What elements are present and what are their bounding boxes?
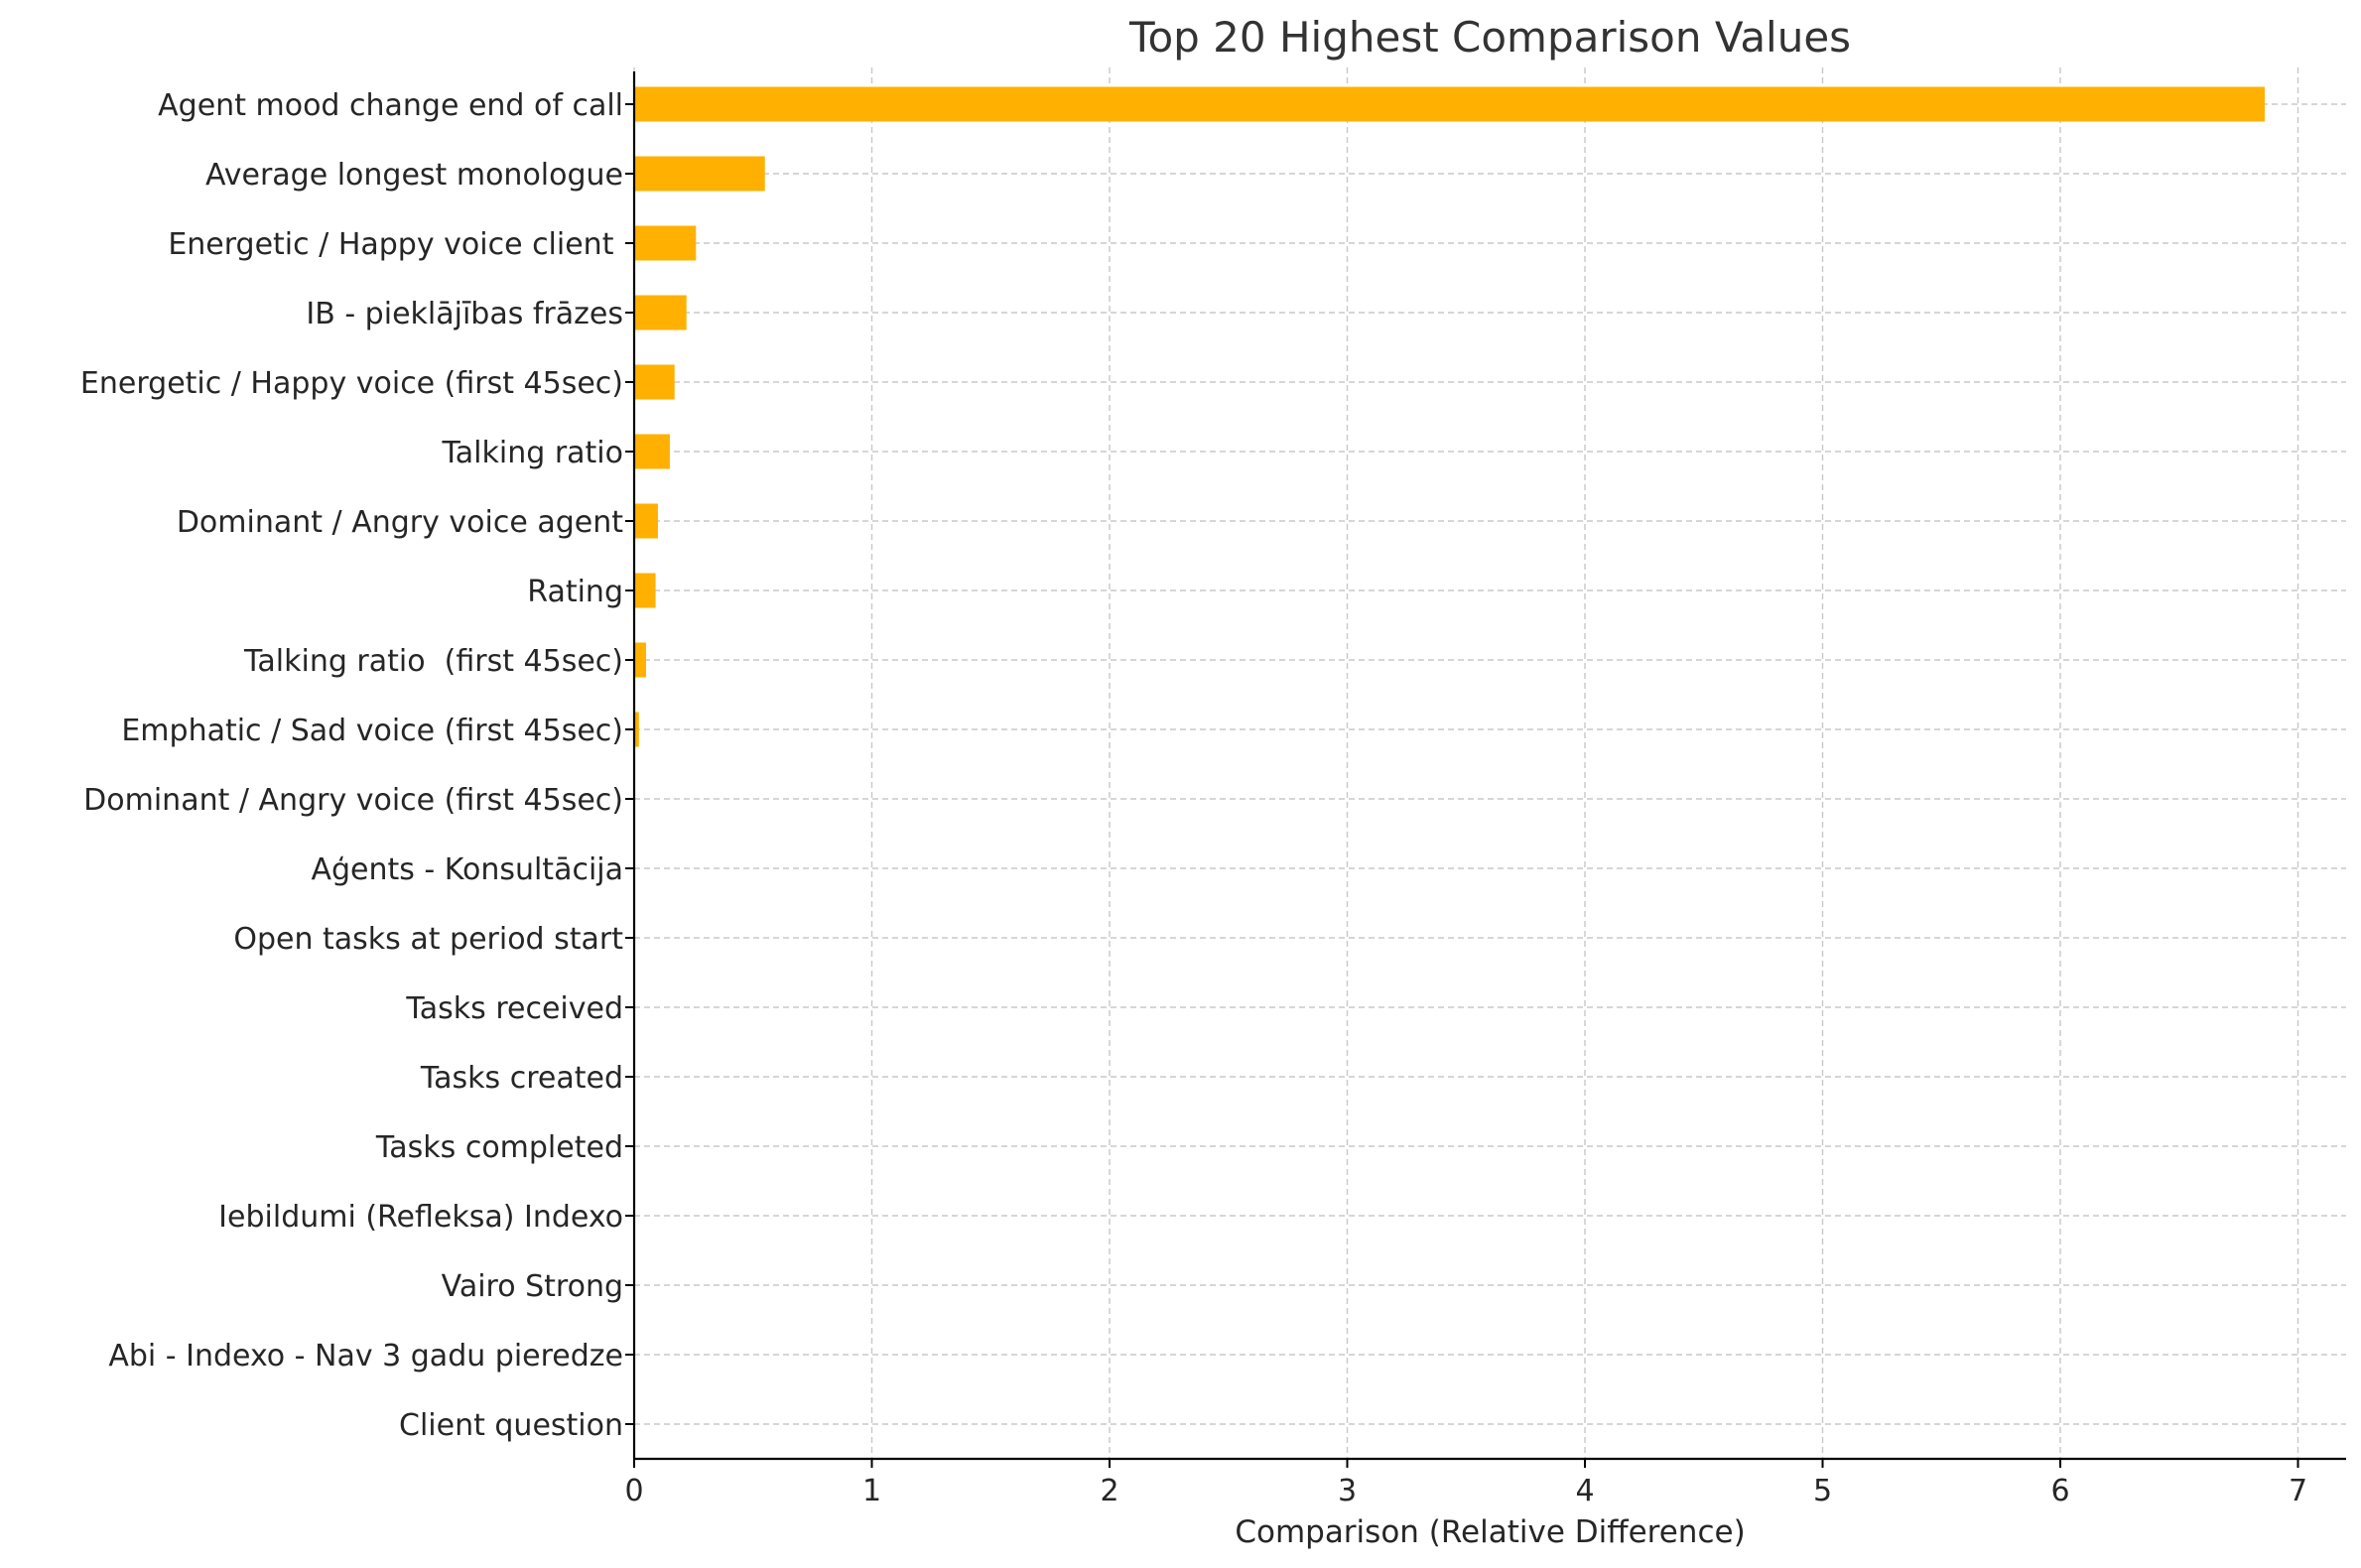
bar: [634, 434, 670, 469]
category-label: Dominant / Angry voice (first 45sec): [83, 783, 623, 818]
bar: [634, 712, 639, 747]
bar: [634, 364, 675, 400]
category-label: Talking ratio: [441, 436, 623, 470]
bar: [634, 573, 656, 608]
category-label: Agent mood change end of call: [158, 88, 623, 123]
x-tick-label: 5: [1813, 1474, 1832, 1508]
category-label: Client question: [399, 1408, 623, 1443]
axes-layer: [632, 71, 2346, 1461]
x-tick-label: 0: [624, 1474, 643, 1508]
category-label: Abi - Indexo - Nav 3 gadu pieredze: [108, 1339, 623, 1373]
grid-layer: [633, 67, 2346, 1459]
category-label: Talking ratio (first 45sec): [243, 644, 623, 679]
bar: [634, 642, 646, 678]
category-label: Tasks created: [420, 1061, 623, 1096]
category-label: Energetic / Happy voice (first 45sec): [80, 366, 623, 401]
category-label: Tasks received: [405, 991, 623, 1026]
category-label: Dominant / Angry voice agent: [177, 505, 623, 540]
category-label: Energetic / Happy voice client: [168, 227, 623, 262]
x-tick-label: 2: [1100, 1474, 1118, 1508]
category-label: Emphatic / Sad voice (first 45sec): [121, 714, 623, 748]
x-tick-label: 3: [1338, 1474, 1357, 1508]
x-tick-label: 7: [2289, 1474, 2307, 1508]
bar: [634, 156, 765, 192]
x-tick-label: 1: [862, 1474, 881, 1508]
x-tick-label: 4: [1575, 1474, 1594, 1508]
category-label: Average longest monologue: [205, 158, 623, 193]
category-label: Tasks completed: [375, 1130, 623, 1165]
x-tick-labels: 0 1 2 3 4 5 6 7: [624, 1459, 2307, 1508]
bar: [634, 86, 2265, 122]
bars-layer: [634, 86, 2265, 1442]
category-labels: Agent mood change end of call Average lon…: [80, 88, 634, 1443]
x-tick-label: 6: [2050, 1474, 2069, 1508]
bar: [634, 225, 697, 261]
bar: [634, 295, 687, 330]
x-axis-title: Comparison (Relative Difference): [1235, 1514, 1745, 1550]
category-label: Aģents - Konsultācija: [311, 852, 623, 887]
bar: [634, 503, 658, 539]
chart-title: Top 20 Highest Comparison Values: [1128, 13, 1851, 62]
category-label: Open tasks at period start: [233, 922, 623, 957]
category-label: IB - pieklājības frāzes: [306, 297, 623, 331]
category-label: Rating: [527, 575, 623, 609]
category-label: Vairo Strong: [442, 1269, 623, 1304]
category-label: Iebildumi (Refleksa) Indexo: [218, 1200, 623, 1235]
